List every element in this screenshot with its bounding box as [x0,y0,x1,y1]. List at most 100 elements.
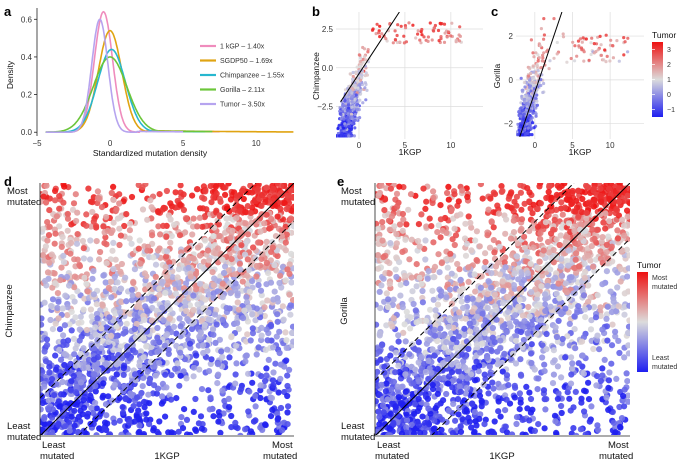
chart-d-point [134,394,141,401]
chart-d-point [49,326,57,333]
chart-b-point [385,39,389,43]
chart-b-point [374,31,378,36]
chart-c-point [528,84,532,88]
chart-e-point [528,321,535,328]
chart-b-point [380,32,384,36]
chart-d-point [277,205,284,212]
chart-a-y-ticks: 0.00.20.40.6 [21,15,37,137]
chart-d-point [46,363,53,370]
chart-e-point [460,304,467,312]
chart-d-point [76,371,83,378]
chart-d-point [234,192,241,199]
chart-c-point [542,33,547,37]
chart-d-point [202,237,209,244]
chart-d-points [40,183,294,435]
chart-d-point [242,220,249,227]
chart-d-point [269,406,276,413]
chart-e-point [410,300,417,308]
chart-d-point [186,302,193,309]
chart-d-point [170,430,177,435]
chart-d-point [258,324,265,331]
chart-d-point [83,280,90,287]
chart-e-point [625,398,630,405]
chart-b-point [443,31,447,35]
chart-d-point [262,346,269,353]
chart-e-point [461,325,468,332]
chart-c-point [577,44,581,48]
chart-d-point [274,311,281,318]
chart-d-point [54,304,61,312]
chart-d-point [123,352,130,359]
chart-d-point [207,394,214,401]
chart-d-point [100,223,107,230]
chart-d-point [110,346,117,353]
chart-b-point [338,109,342,113]
chart-b-point [343,99,347,103]
chart-d-point [93,301,100,308]
chart-d-point [98,204,106,211]
chart-d-point [225,245,232,252]
chart-c-xtick-label: 0 [533,141,538,150]
chart-e-point [594,292,601,299]
chart-a-ylabel: Density [5,60,15,89]
chart-b-point [418,38,422,42]
chart-b-xtick-label: 0 [357,141,362,150]
chart-d-point [269,377,277,384]
chart-d-point [130,279,137,287]
chart-d-point [249,278,256,285]
chart-d-point [119,355,126,362]
chart-d-point [224,346,231,353]
chart-d-point [90,268,97,275]
chart-d-point [202,296,209,303]
chart-d-point [111,381,118,388]
chart-d-point [253,262,260,270]
chart-c-point [604,33,608,37]
chart-b-point [377,31,381,35]
chart-c-point [555,40,559,45]
chart-d-point [137,348,144,355]
chart-e-point [518,216,526,223]
chart-d-point [135,245,142,252]
chart-e-point [430,267,437,274]
chart-a-xtick-label: 10 [252,139,261,148]
chart-d-point [239,278,246,285]
chart-d-point [172,290,180,297]
chart-c-point [548,59,552,63]
chart-d-point [255,239,262,246]
panel-label-c: c [491,4,498,19]
chart-d-point [175,266,182,273]
chart-c-point [534,106,538,110]
chart-e-point [517,399,524,406]
chart-d-point [185,264,192,271]
chart-b-point [439,22,443,26]
chart-c-point [526,88,530,92]
chart-d-point [189,320,196,327]
chart-d-point [52,352,59,359]
chart-b-point [426,35,430,39]
chart-d-point [234,292,241,299]
chart-d-point [56,193,63,200]
chart-d-point [55,298,62,305]
chart-d-point [284,192,291,199]
chart-b-point [457,33,461,37]
chart-d-point [258,332,265,339]
chart-d-point [274,213,281,220]
chart-d-xlabel: 1KGP [154,451,179,462]
chart-d-point [103,324,110,331]
chart-d-point [183,280,190,287]
chart-e-point [488,262,495,269]
chart-d-point [152,261,160,268]
chart-c-point [535,99,539,103]
chart-c-colorbar-tick-label: 1 [667,77,671,84]
chart-d-point [108,294,115,301]
chart-d-band [78,220,294,435]
chart-e-point [412,401,419,408]
chart-b-point [350,122,354,126]
chart-d-point [163,253,170,260]
chart-d-point [178,414,185,421]
chart-d-point [76,337,83,344]
chart-e-point [572,285,580,292]
chart-e-point [562,354,569,361]
chart-b-ytick-label: 0.0 [322,64,334,73]
chart-b-point [422,35,426,39]
